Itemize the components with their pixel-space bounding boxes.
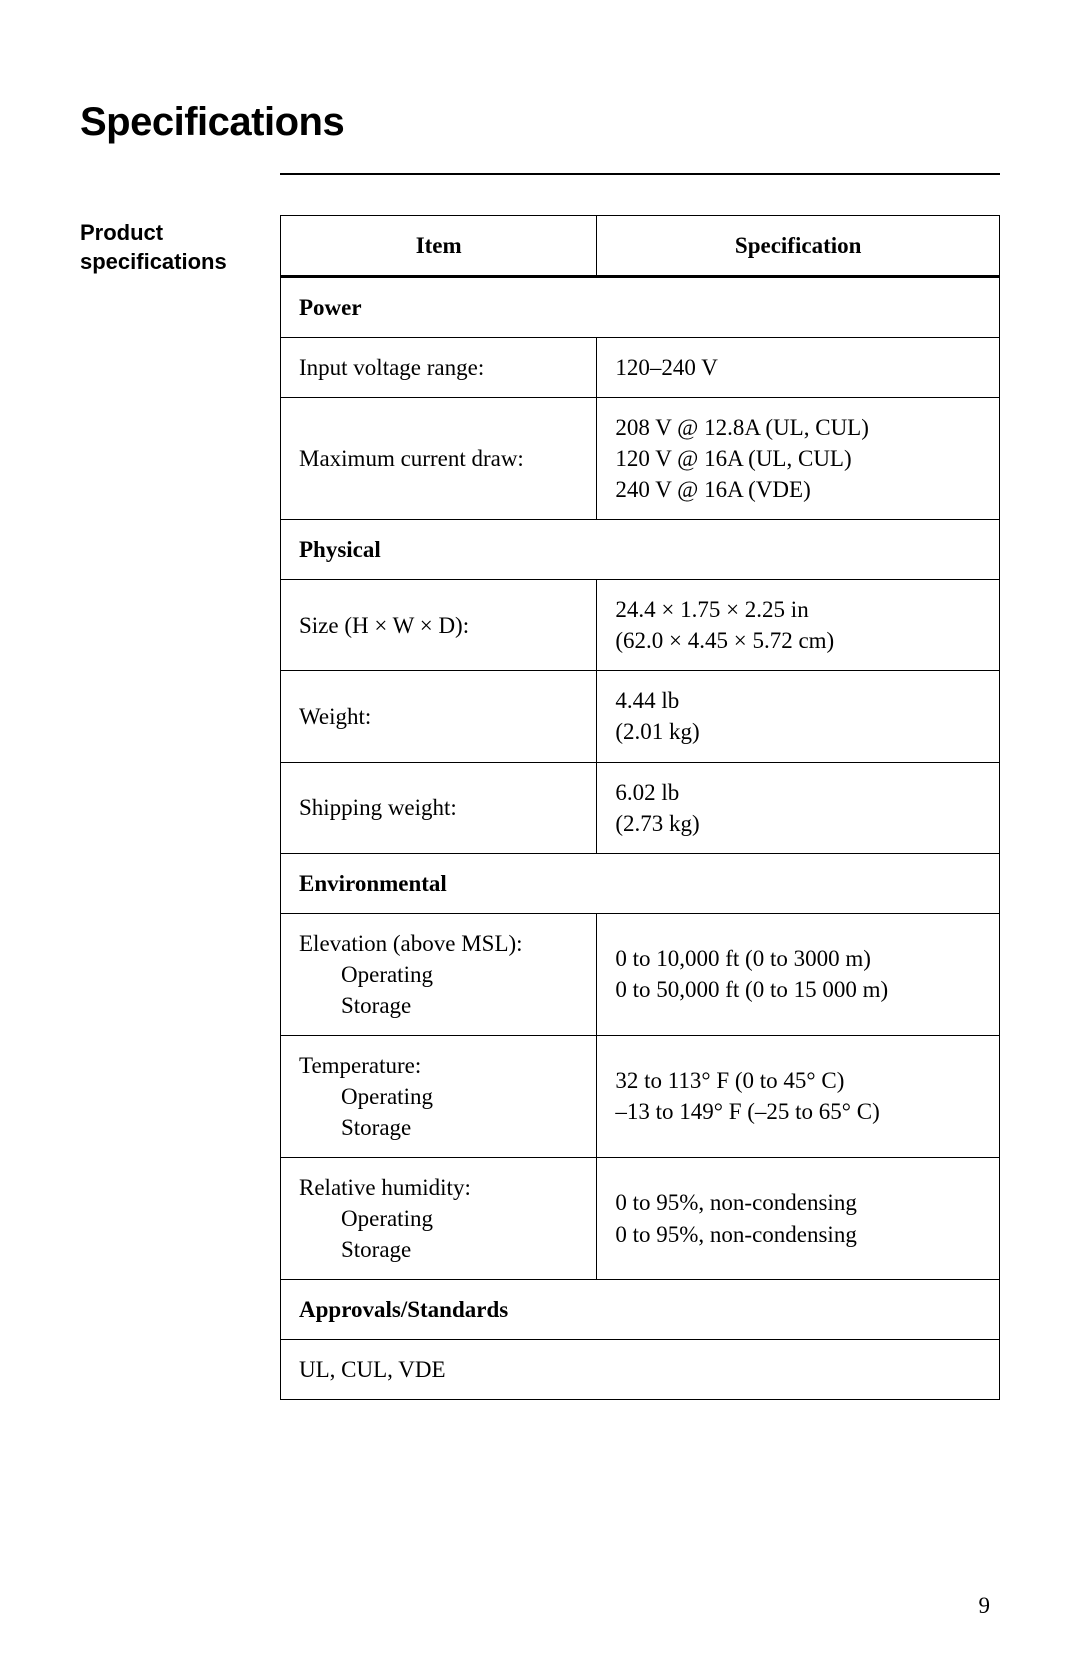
cell-humidity-spec: 0 to 95%, non-condensing 0 to 95%, non-c… (597, 1157, 1000, 1279)
section-environmental-label: Environmental (281, 853, 1000, 913)
size-line2: (62.0 × 4.45 × 5.72 cm) (615, 625, 981, 656)
cell-weight-item: Weight: (281, 671, 597, 762)
max-current-line2: 120 V @ 16A (UL, CUL) (615, 443, 981, 474)
spec-table-wrap: Item Specification Power Input voltage r… (280, 215, 1000, 1400)
page-number: 9 (979, 1593, 991, 1619)
cell-approvals-value: UL, CUL, VDE (281, 1340, 1000, 1400)
side-heading-line2: specifications (80, 248, 280, 277)
cell-input-voltage-spec: 120–240 V (597, 338, 1000, 398)
cell-size-item: Size (H × W × D): (281, 580, 597, 671)
temperature-item-sub1: Operating (299, 1081, 578, 1112)
row-approvals-value: UL, CUL, VDE (281, 1340, 1000, 1400)
row-max-current: Maximum current draw: 208 V @ 12.8A (UL,… (281, 398, 1000, 520)
content-row: Product specifications Item Specificatio… (80, 215, 1000, 1400)
cell-elevation-spec: 0 to 10,000 ft (0 to 3000 m) 0 to 50,000… (597, 913, 1000, 1035)
row-size: Size (H × W × D): 24.4 × 1.75 × 2.25 in … (281, 580, 1000, 671)
cell-weight-spec: 4.44 lb (2.01 kg) (597, 671, 1000, 762)
cell-humidity-item: Relative humidity: Operating Storage (281, 1157, 597, 1279)
row-temperature: Temperature: Operating Storage 32 to 113… (281, 1035, 1000, 1157)
elevation-spec-line2: 0 to 50,000 ft (0 to 15 000 m) (615, 974, 981, 1005)
elevation-item-sub2: Storage (299, 990, 578, 1021)
max-current-line1: 208 V @ 12.8A (UL, CUL) (615, 412, 981, 443)
humidity-item-main: Relative humidity: (299, 1172, 578, 1203)
section-power-label: Power (281, 277, 1000, 338)
page-title: Specifications (80, 100, 1000, 145)
side-heading-line1: Product (80, 219, 280, 248)
cell-temperature-spec: 32 to 113° F (0 to 45° C) –13 to 149° F … (597, 1035, 1000, 1157)
cell-temperature-item: Temperature: Operating Storage (281, 1035, 597, 1157)
section-environmental: Environmental (281, 853, 1000, 913)
max-current-line3: 240 V @ 16A (VDE) (615, 474, 981, 505)
row-humidity: Relative humidity: Operating Storage 0 t… (281, 1157, 1000, 1279)
humidity-item-sub2: Storage (299, 1234, 578, 1265)
row-weight: Weight: 4.44 lb (2.01 kg) (281, 671, 1000, 762)
weight-line2: (2.01 kg) (615, 716, 981, 747)
side-heading: Product specifications (80, 215, 280, 276)
section-physical-label: Physical (281, 520, 1000, 580)
temperature-item-main: Temperature: (299, 1050, 578, 1081)
temperature-item-sub2: Storage (299, 1112, 578, 1143)
section-physical: Physical (281, 520, 1000, 580)
row-elevation: Elevation (above MSL): Operating Storage… (281, 913, 1000, 1035)
document-page: Specifications Product specifications It… (0, 0, 1080, 1669)
header-spec: Specification (597, 216, 1000, 277)
section-approvals-label: Approvals/Standards (281, 1280, 1000, 1340)
header-rule (280, 173, 1000, 175)
table-header-row: Item Specification (281, 216, 1000, 277)
cell-max-current-item: Maximum current draw: (281, 398, 597, 520)
row-input-voltage: Input voltage range: 120–240 V (281, 338, 1000, 398)
humidity-spec-line1: 0 to 95%, non-condensing (615, 1187, 981, 1218)
temperature-spec-line2: –13 to 149° F (–25 to 65° C) (615, 1096, 981, 1127)
cell-max-current-spec: 208 V @ 12.8A (UL, CUL) 120 V @ 16A (UL,… (597, 398, 1000, 520)
humidity-spec-line2: 0 to 95%, non-condensing (615, 1219, 981, 1250)
elevation-item-main: Elevation (above MSL): (299, 928, 578, 959)
elevation-spec-line1: 0 to 10,000 ft (0 to 3000 m) (615, 943, 981, 974)
shipping-weight-line1: 6.02 lb (615, 777, 981, 808)
section-power: Power (281, 277, 1000, 338)
section-approvals: Approvals/Standards (281, 1280, 1000, 1340)
size-line1: 24.4 × 1.75 × 2.25 in (615, 594, 981, 625)
cell-shipping-weight-spec: 6.02 lb (2.73 kg) (597, 762, 1000, 853)
cell-elevation-item: Elevation (above MSL): Operating Storage (281, 913, 597, 1035)
shipping-weight-line2: (2.73 kg) (615, 808, 981, 839)
elevation-item-sub1: Operating (299, 959, 578, 990)
row-shipping-weight: Shipping weight: 6.02 lb (2.73 kg) (281, 762, 1000, 853)
cell-shipping-weight-item: Shipping weight: (281, 762, 597, 853)
temperature-spec-line1: 32 to 113° F (0 to 45° C) (615, 1065, 981, 1096)
cell-input-voltage-item: Input voltage range: (281, 338, 597, 398)
weight-line1: 4.44 lb (615, 685, 981, 716)
humidity-item-sub1: Operating (299, 1203, 578, 1234)
header-item: Item (281, 216, 597, 277)
cell-size-spec: 24.4 × 1.75 × 2.25 in (62.0 × 4.45 × 5.7… (597, 580, 1000, 671)
header-rule-wrap (280, 173, 1000, 175)
spec-table: Item Specification Power Input voltage r… (280, 215, 1000, 1400)
